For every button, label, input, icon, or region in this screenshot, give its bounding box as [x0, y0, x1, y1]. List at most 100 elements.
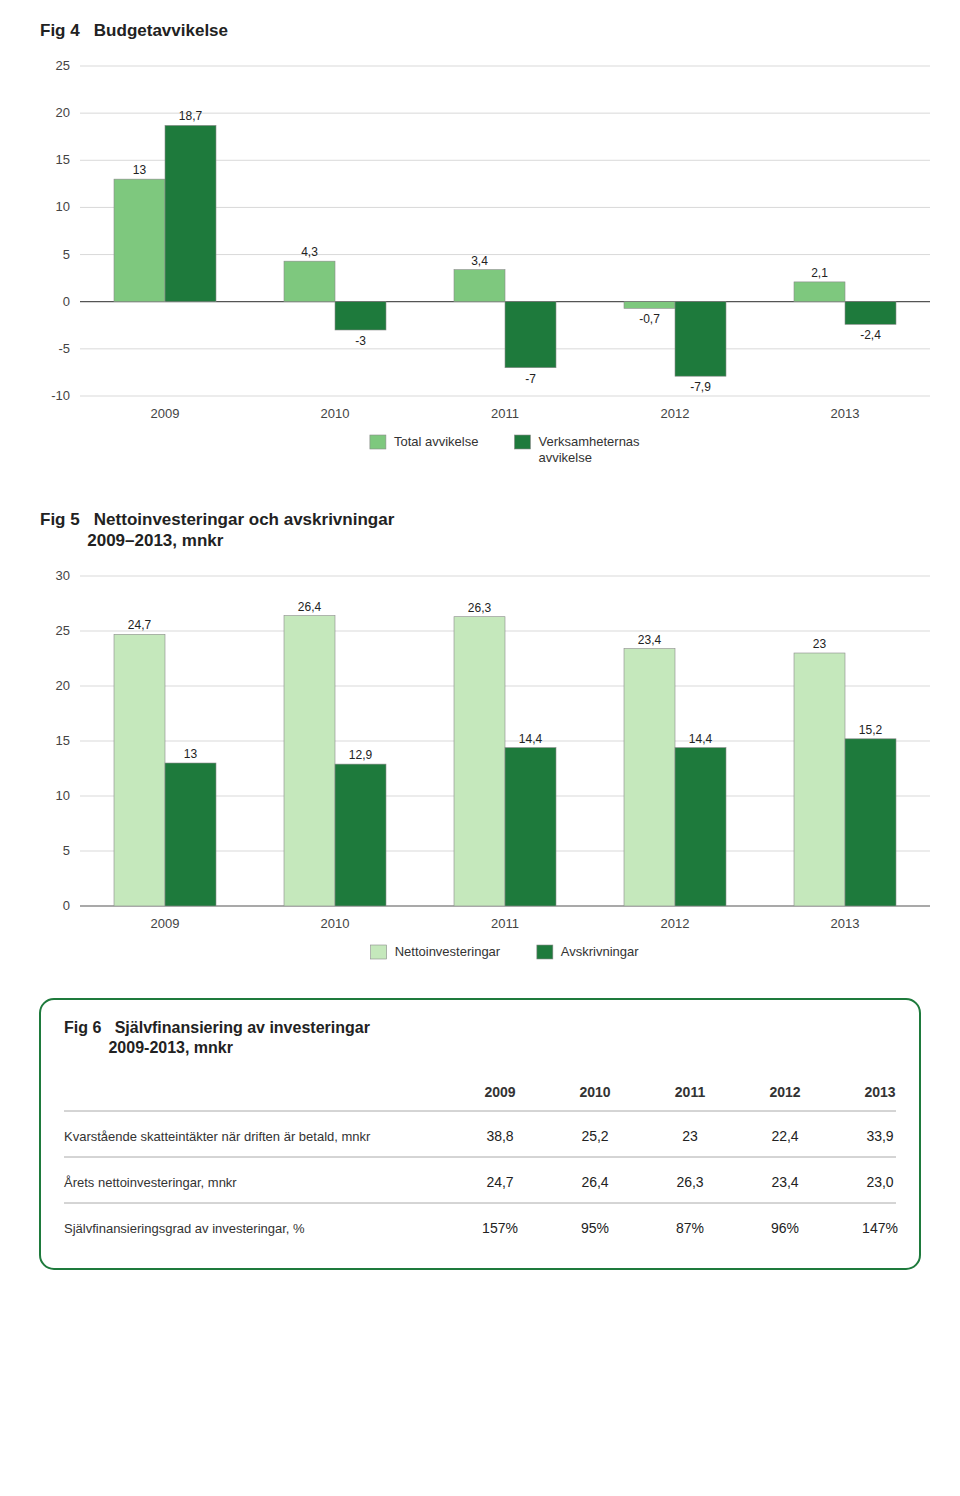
row-label: Årets nettoinvesteringar, mnkr [64, 1175, 237, 1190]
row-label: Kvarstående skatteintäkter när driften ä… [64, 1129, 371, 1144]
legend-label-line: Avskrivningar [561, 944, 639, 959]
y-tick-label: 25 [56, 623, 70, 638]
bar [794, 653, 845, 906]
legend-label: Verksamheternasavvikelse [538, 434, 640, 465]
grid-line [80, 66, 930, 67]
bar [794, 282, 845, 302]
y-tick-label: 15 [56, 152, 70, 167]
y-tick-label: 20 [56, 678, 70, 693]
bars [114, 616, 896, 906]
chart-title-line: 2009–2013, mnkr [40, 531, 224, 550]
table-cell: 25,2 [581, 1128, 608, 1144]
x-tick-label: 2012 [661, 406, 690, 421]
table-cell: 96% [771, 1220, 799, 1236]
grid-line [80, 113, 930, 114]
data-label: 26,3 [468, 601, 492, 615]
data-label: 23,4 [638, 633, 662, 647]
data-label: -3 [355, 334, 366, 348]
grid: -10-50510152025 [51, 58, 930, 403]
table-cell: 23,4 [771, 1174, 798, 1190]
table-cell: 38,8 [486, 1128, 513, 1144]
bar [284, 616, 335, 906]
bar [454, 270, 505, 302]
x-tick-label: 2010 [321, 916, 350, 931]
table-cell: 26,3 [676, 1174, 703, 1190]
bar [675, 748, 726, 906]
y-tick-label: 15 [56, 733, 70, 748]
table-cell: 87% [676, 1220, 704, 1236]
data-label: 15,2 [859, 723, 883, 737]
table-cell: 22,4 [771, 1128, 798, 1144]
x-axis: 20092010201120122013 [151, 916, 860, 931]
legend-label-line: avvikelse [538, 450, 591, 465]
data-label: 23 [813, 637, 827, 651]
data-label: 12,9 [349, 748, 373, 762]
bar [335, 764, 386, 906]
figure: Fig 4 Budgetavvikelse-10-50510152025134,… [0, 0, 960, 1496]
data-label: 3,4 [471, 254, 488, 268]
data-label: -2,4 [860, 328, 881, 342]
data-label: -0,7 [639, 312, 660, 326]
chart-title: Fig 5 Nettoinvesteringar och avskrivning… [40, 510, 395, 550]
x-tick-label: 2009 [151, 916, 180, 931]
legend: Total avvikelse Verksamheternasavvikelse [370, 434, 640, 465]
x-tick-label: 2012 [661, 916, 690, 931]
x-tick-label: 2009 [151, 406, 180, 421]
bar [505, 748, 556, 906]
data-label: 26,4 [298, 600, 322, 614]
column-header: 2011 [675, 1084, 706, 1100]
column-header: 2009 [484, 1084, 515, 1100]
table-cell: 24,7 [486, 1174, 513, 1190]
grid: 051015202530 [56, 568, 930, 913]
legend-label-line: Nettoinvesteringar [395, 944, 501, 959]
table-title: Fig 6 Självfinansiering av investeringar… [64, 1019, 370, 1056]
chart-title-line: Fig 5 Nettoinvesteringar och avskrivning… [40, 510, 395, 529]
bar-chart: Fig 5 Nettoinvesteringar och avskrivning… [40, 510, 930, 959]
data-label: 2,1 [811, 266, 828, 280]
bar [114, 634, 165, 906]
legend-label-line: Verksamheternas [538, 434, 640, 449]
y-tick-label: 30 [56, 568, 70, 583]
y-tick-label: 0 [63, 294, 70, 309]
legend-swatch [514, 435, 530, 449]
table-cell: 23,0 [866, 1174, 893, 1190]
row-label: Självfinansieringsgrad av investeringar,… [64, 1221, 305, 1236]
data-labels: 134,33,4-0,72,118,7-3-7-7,9-2,4 [133, 109, 881, 394]
chart-title-line: Fig 4 Budgetavvikelse [40, 21, 228, 40]
x-axis: 20092010201120122013 [151, 406, 860, 421]
y-tick-label: -10 [51, 388, 70, 403]
x-tick-label: 2013 [831, 406, 860, 421]
chart-title: Fig 4 Budgetavvikelse [40, 21, 228, 40]
table-chart: Fig 6 Självfinansiering av investeringar… [40, 999, 920, 1269]
bar [335, 302, 386, 330]
rule [64, 1111, 896, 1112]
legend-label-line: Total avvikelse [394, 434, 479, 449]
data-label: 13 [184, 747, 198, 761]
grid-line [80, 576, 930, 577]
table-cell: 95% [581, 1220, 609, 1236]
legend-swatch [370, 435, 386, 449]
y-tick-label: 10 [56, 788, 70, 803]
x-tick-label: 2011 [491, 406, 519, 421]
table-cell: 33,9 [866, 1128, 893, 1144]
x-tick-label: 2011 [491, 916, 519, 931]
table-title-line: 2009-2013, mnkr [64, 1039, 233, 1056]
bar [675, 302, 726, 376]
data-label: 24,7 [128, 618, 152, 632]
bar-chart: Fig 4 Budgetavvikelse-10-50510152025134,… [40, 21, 930, 465]
data-label: 18,7 [179, 109, 203, 123]
bar [114, 179, 165, 302]
column-header: 2012 [769, 1084, 800, 1100]
data-label: 14,4 [519, 732, 543, 746]
bar [845, 739, 896, 906]
bar [284, 261, 335, 302]
data-labels: 24,7 26,4 26,3 23,4 23 13 12,9 14,4 14,4 15,2 [128, 600, 883, 763]
data-label: 14,4 [689, 732, 713, 746]
y-tick-label: 25 [56, 58, 70, 73]
rule [64, 1157, 896, 1158]
legend-swatch [371, 945, 387, 959]
data-label: -7,9 [690, 380, 711, 394]
table-content: Fig 6 Självfinansiering av investeringar… [64, 1019, 898, 1236]
bar [505, 302, 556, 368]
bar [165, 125, 216, 301]
